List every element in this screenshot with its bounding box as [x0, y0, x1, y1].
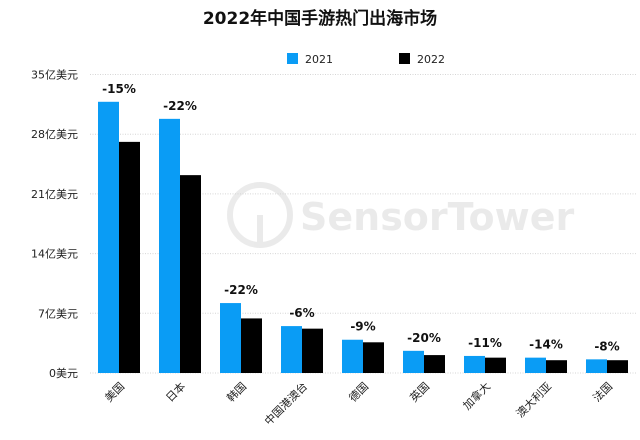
change-label: -6% [289, 306, 314, 320]
change-label: -22% [163, 99, 197, 113]
y-tick-label: 14亿美元 [31, 248, 78, 261]
x-tick-label: 澳大利亚 [513, 379, 554, 420]
legend-swatch [399, 53, 410, 64]
change-label: -22% [224, 283, 258, 297]
x-tick-label: 法国 [590, 379, 615, 404]
legend-swatch [287, 53, 298, 64]
change-label: -11% [468, 336, 502, 350]
y-tick-label: 7亿美元 [38, 307, 78, 320]
bar-2022 [424, 355, 445, 373]
y-tick-label: 21亿美元 [31, 188, 78, 201]
bar-2022 [302, 328, 323, 373]
bar-2022 [363, 342, 384, 373]
watermark: SensorTower [227, 182, 575, 248]
bar-2021 [220, 303, 241, 373]
bar-2021 [342, 339, 363, 373]
change-label: -20% [407, 331, 441, 345]
bar-2022 [485, 357, 506, 373]
bar-2022 [607, 360, 628, 373]
bar-2021 [586, 359, 607, 373]
y-tick-label: 28亿美元 [31, 128, 78, 141]
bar-2021 [525, 357, 546, 373]
bar-2022 [180, 175, 201, 373]
legend-label: 2022 [417, 53, 445, 66]
bar-2021 [464, 355, 485, 373]
x-tick-label: 日本 [163, 379, 188, 404]
bar-2022 [119, 141, 140, 373]
bar-2021 [281, 326, 302, 373]
watermark-text: SensorTower [300, 195, 575, 239]
change-label: -15% [102, 82, 136, 96]
change-label: -8% [594, 339, 619, 353]
bar-2022 [546, 360, 567, 373]
x-tick-label: 美国 [102, 380, 127, 405]
chart-title: 2022年中国手游热门出海市场 [203, 8, 437, 29]
change-label: -9% [350, 320, 375, 334]
bar-2021 [403, 350, 424, 373]
bar-2021 [159, 118, 180, 373]
y-tick-label: 35亿美元 [31, 69, 78, 82]
legend-label: 2021 [305, 53, 333, 66]
bar-2022 [241, 318, 262, 373]
x-tick-label: 加拿大 [460, 379, 493, 412]
x-tick-label: 韩国 [224, 379, 249, 404]
x-tick-label: 中国港澳台 [261, 379, 310, 428]
x-tick-label: 英国 [407, 379, 432, 404]
x-tick-label: 德国 [346, 379, 371, 404]
change-label: -14% [529, 338, 563, 352]
y-tick-label: 0美元 [49, 367, 78, 380]
bar-2021 [98, 101, 119, 373]
